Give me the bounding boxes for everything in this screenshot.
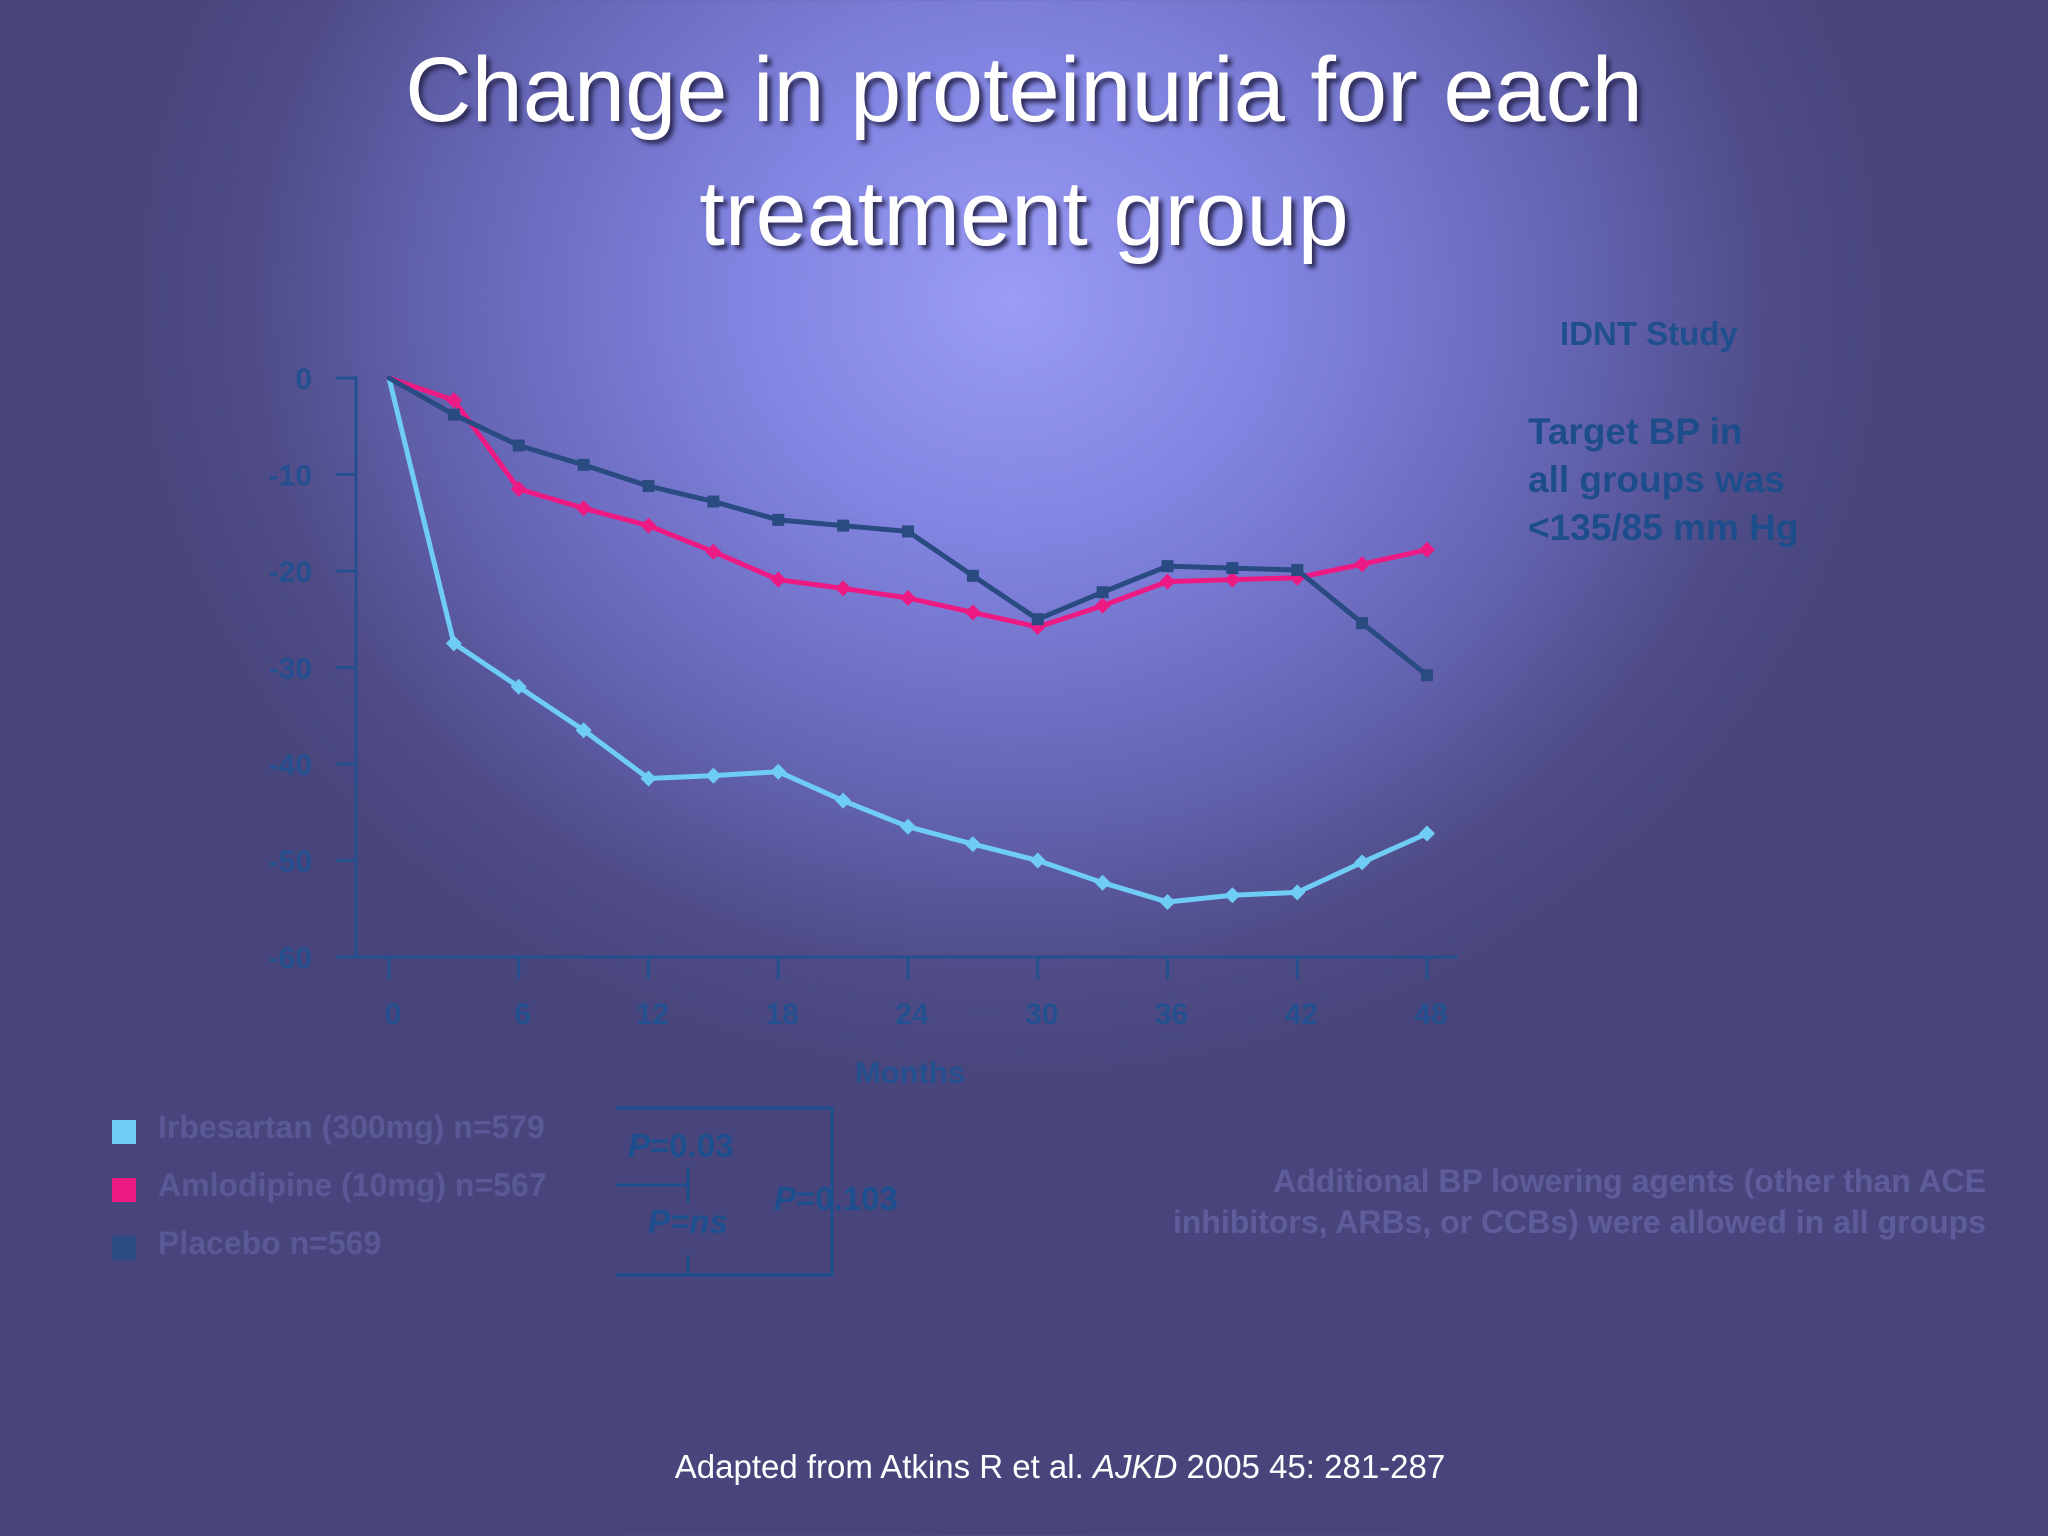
point-irbesartan-15 — [705, 767, 722, 784]
point-irbesartan-18 — [770, 763, 787, 780]
point-amlodipine-21 — [835, 580, 852, 597]
title-line-1: Change in proteinuria for each — [405, 39, 1643, 141]
x-tick-label-24: 24 — [895, 998, 929, 1031]
p-letter-1: P — [628, 1127, 651, 1164]
point-amlodipine-39 — [1224, 571, 1241, 588]
target-bp-note: Target BP in all groups was <135/85 mm H… — [1528, 411, 1799, 548]
p-value-aml-vs-placebo: P=ns — [648, 1203, 728, 1241]
point-amlodipine-36 — [1159, 573, 1176, 590]
series-line-amlodipine — [386, 375, 1430, 630]
x-tick-label-48: 48 — [1414, 998, 1447, 1031]
point-irbesartan-21 — [835, 792, 852, 809]
citation-suffix: 2005 45: 281-287 — [1177, 1448, 1446, 1485]
point-irbesartan-12 — [640, 770, 657, 787]
point-placebo-48 — [1421, 669, 1433, 682]
point-amlodipine-33 — [1094, 597, 1111, 614]
y-tick-label--10: -10 — [269, 460, 312, 493]
point-amlodipine-24 — [900, 590, 916, 607]
point-irbesartan-27 — [964, 836, 981, 853]
y-tick-label--50: -50 — [269, 846, 312, 879]
point-irbesartan-24 — [900, 818, 916, 835]
point-placebo-18 — [772, 513, 785, 526]
point-amlodipine-15 — [705, 543, 722, 560]
legend-swatch-placebo — [112, 1236, 136, 1260]
point-irbesartan-30 — [1029, 852, 1046, 869]
point-placebo-9 — [577, 458, 590, 471]
y-tick-label--40: -40 — [269, 749, 312, 782]
point-placebo-42 — [1291, 564, 1304, 577]
citation-prefix: Adapted from Atkins R et al. — [674, 1448, 1093, 1485]
p-value-irb-vs-aml: P=0.03 — [628, 1127, 734, 1165]
study-label: IDNT Study — [1560, 315, 1738, 352]
point-irbesartan-45 — [1354, 854, 1371, 871]
point-irbesartan-6 — [510, 678, 527, 695]
y-tick-label--60: -60 — [269, 942, 312, 975]
slide-title: Change in proteinuria for each treatment… — [0, 28, 2048, 276]
point-irbesartan-42 — [1289, 884, 1306, 901]
point-amlodipine-45 — [1354, 556, 1371, 573]
point-amlodipine-3 — [445, 392, 462, 409]
p-value-3: =0.103 — [796, 1180, 898, 1217]
x-tick-label-18: 18 — [766, 998, 799, 1031]
legend-label-amlodipine: Amlodipine (10mg) n=567 — [158, 1167, 547, 1203]
citation: Adapted from Atkins R et al. AJKD 2005 4… — [0, 1448, 2048, 1486]
p-value-2: =ns — [670, 1203, 728, 1240]
legend-label-irbesartan: Irbesartan (300mg) n=579 — [158, 1109, 545, 1145]
point-placebo-15 — [707, 495, 720, 508]
y-tick-label--30: -30 — [269, 653, 312, 686]
point-placebo-21 — [837, 519, 850, 532]
p-value-irb-vs-placebo: P=0.103 — [774, 1180, 898, 1218]
point-placebo-3 — [447, 408, 460, 421]
point-amlodipine-6 — [510, 480, 527, 497]
citation-journal: AJKD — [1092, 1448, 1178, 1485]
x-tick-label-6: 6 — [514, 998, 531, 1031]
point-irbesartan-3 — [445, 635, 462, 652]
x-tick-label-12: 12 — [636, 998, 669, 1031]
y-tick-label-0: 0 — [295, 363, 312, 396]
p-letter-3: P — [774, 1180, 797, 1217]
point-placebo-36 — [1161, 560, 1174, 573]
point-placebo-39 — [1226, 562, 1239, 575]
title-line-2: treatment group — [699, 163, 1349, 265]
legend-swatch-irbesartan — [112, 1120, 136, 1144]
point-placebo-12 — [642, 480, 655, 493]
x-tick-label-36: 36 — [1155, 998, 1188, 1031]
point-irbesartan-9 — [575, 722, 592, 739]
p-letter-2: P — [648, 1203, 671, 1240]
point-placebo-27 — [966, 569, 979, 582]
point-irbesartan-36 — [1159, 893, 1176, 910]
point-amlodipine-27 — [964, 604, 981, 621]
point-placebo-33 — [1096, 586, 1109, 599]
x-tick-label-42: 42 — [1285, 998, 1318, 1031]
point-amlodipine-9 — [575, 500, 592, 517]
p-value-bracket — [616, 1106, 834, 1277]
point-amlodipine-48 — [1419, 541, 1435, 558]
point-placebo-30 — [1031, 613, 1044, 626]
additional-agents-note: Additional BP lowering agents (other tha… — [1172, 1163, 1986, 1240]
point-placebo-45 — [1356, 617, 1369, 630]
x-tick-label-0: 0 — [385, 998, 402, 1031]
point-placebo-6 — [512, 439, 525, 452]
point-irbesartan-33 — [1094, 874, 1111, 891]
point-amlodipine-12 — [640, 517, 657, 534]
point-amlodipine-18 — [770, 571, 787, 588]
point-irbesartan-39 — [1224, 887, 1241, 904]
point-placebo-24 — [902, 525, 914, 538]
x-tick-label-30: 30 — [1025, 998, 1058, 1031]
point-irbesartan-48 — [1419, 825, 1435, 842]
legend-swatch-amlodipine — [112, 1178, 136, 1202]
x-axis-label: Months — [855, 1055, 965, 1090]
y-tick-label--20: -20 — [269, 556, 312, 589]
legend-label-placebo: Placebo n=569 — [158, 1225, 382, 1261]
p-value-1: =0.03 — [650, 1127, 734, 1164]
